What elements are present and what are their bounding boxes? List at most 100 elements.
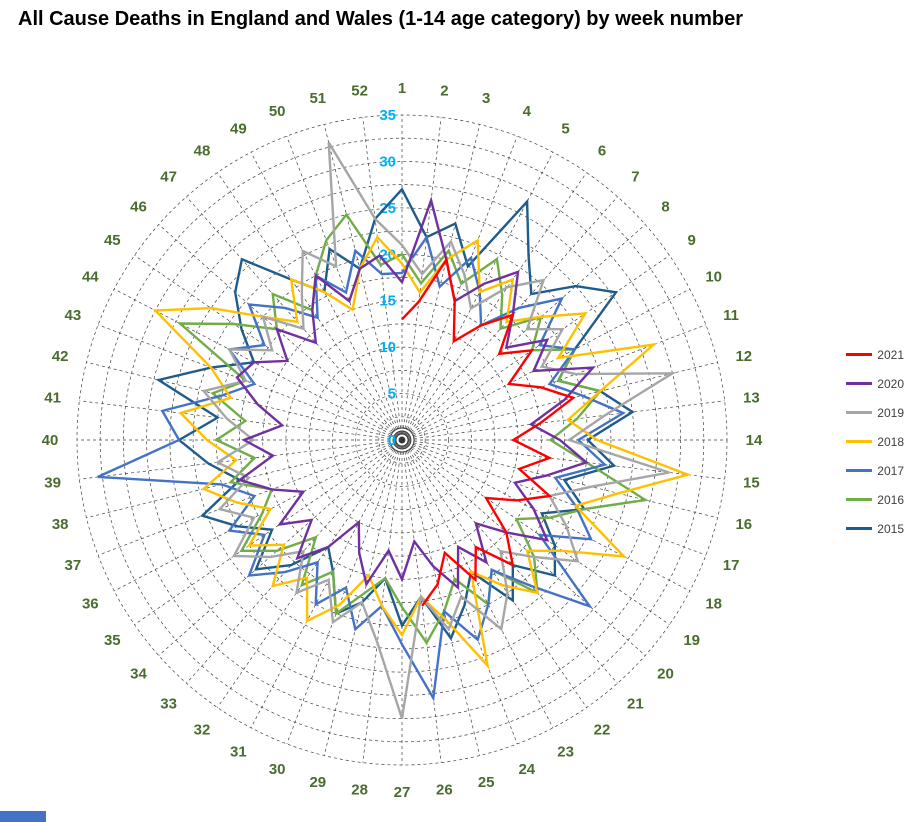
week-label: 8 <box>661 199 669 216</box>
legend-item-2020[interactable]: 2020 <box>846 369 904 398</box>
grid-spoke <box>401 255 670 441</box>
week-label: 9 <box>688 232 696 249</box>
legend-item-2015[interactable]: 2015 <box>846 514 904 543</box>
week-label: 47 <box>160 169 177 186</box>
axis-tick-label: 0 <box>388 432 396 449</box>
center-dot <box>400 438 404 442</box>
week-label: 25 <box>478 774 495 791</box>
axis-tick-label: 25 <box>379 200 396 217</box>
legend-swatch <box>846 440 873 443</box>
chart-area[interactable]: 1 2 3 4 5 6 7 8 9 10 11 12 13 14 15 16 17 18 19 20 21 22 23 24 2… <box>0 52 910 822</box>
grid-spoke <box>134 255 403 441</box>
axis-tick-label: 30 <box>379 153 396 170</box>
week-label: 28 <box>351 781 368 798</box>
bottom-left-accent <box>0 811 46 822</box>
radar-chart-svg[interactable]: 1 2 34567891011121314151617181920212223242… <box>0 52 910 822</box>
series-2021[interactable] <box>401 256 576 607</box>
legend-swatch <box>846 469 873 472</box>
grid-spoke <box>401 196 618 441</box>
series-2015[interactable] <box>155 187 635 641</box>
week-label: 20 <box>657 665 674 682</box>
week-label: 43 <box>65 307 82 324</box>
grid-spoke <box>114 439 403 592</box>
grid-spoke <box>401 439 646 656</box>
grid-spoke <box>401 439 481 756</box>
week-label: 50 <box>269 103 286 120</box>
axis-tick-label: 15 <box>379 293 396 310</box>
grid-ring <box>355 393 449 487</box>
week-label: 16 <box>735 516 752 533</box>
legend-item-2017[interactable]: 2017 <box>846 456 904 485</box>
week-label: 29 <box>309 774 326 791</box>
grid-spoke <box>79 439 403 480</box>
week-label: 19 <box>683 632 700 649</box>
grid-spoke <box>401 439 670 625</box>
chart-title: All Cause Deaths in England and Wales (1… <box>18 8 744 30</box>
week-label: 38 <box>52 516 69 533</box>
week-label: 7 <box>631 169 639 186</box>
grid-spoke <box>401 439 707 556</box>
legend-item-2018[interactable]: 2018 <box>846 427 904 456</box>
center-ring <box>398 436 406 444</box>
series-2017[interactable] <box>97 234 626 702</box>
legend-item-2016[interactable]: 2016 <box>846 485 904 514</box>
grid-spoke <box>401 135 518 441</box>
week-label: 42 <box>52 348 69 365</box>
grid-spoke <box>401 400 725 441</box>
week-label: 18 <box>705 596 722 613</box>
week-label: 48 <box>194 142 211 159</box>
grid-spoke <box>401 439 690 592</box>
legend-label: 2018 <box>877 434 904 449</box>
grid-spoke <box>362 117 403 441</box>
week-label: 12 <box>735 348 752 365</box>
week-label: 45 <box>104 232 121 249</box>
week-label: 35 <box>104 632 121 649</box>
grid-spoke <box>86 439 403 519</box>
series-2019[interactable] <box>201 141 677 719</box>
legend-label: 2020 <box>877 376 904 391</box>
week-label: 24 <box>518 761 535 778</box>
series-2020[interactable] <box>235 196 596 591</box>
axis-tick-label: 5 <box>388 386 396 403</box>
grid-spoke <box>217 172 403 441</box>
grid-spoke <box>158 224 403 441</box>
week-label: 5 <box>561 120 569 137</box>
legend-item-2019[interactable]: 2019 <box>846 398 904 427</box>
grid-spoke <box>217 439 403 708</box>
week-label: 11 <box>723 307 739 324</box>
legend-item-2021[interactable]: 2021 <box>846 340 904 369</box>
week-label: 13 <box>743 390 760 407</box>
grid-ring <box>378 416 426 464</box>
grid-spoke <box>158 439 403 656</box>
center-ring <box>392 430 412 450</box>
center-ring <box>395 433 409 447</box>
grid-spoke <box>401 224 646 441</box>
grid-spoke <box>401 288 690 441</box>
grid-spoke <box>97 324 403 441</box>
week-label: 14 <box>746 432 763 449</box>
legend-label: 2017 <box>877 463 904 478</box>
week-label: 34 <box>130 665 147 682</box>
legend-swatch <box>846 353 873 356</box>
grid-spoke <box>323 439 403 756</box>
legend-swatch <box>846 498 873 501</box>
grid-ring <box>169 207 635 673</box>
week-label: 15 <box>743 474 760 491</box>
week-label: 52 <box>351 83 368 100</box>
grid-spoke <box>401 361 718 441</box>
week-label: 4 <box>523 103 532 120</box>
series-2018[interactable] <box>152 235 692 670</box>
grid-spoke <box>401 324 707 441</box>
grid-spoke <box>401 124 481 441</box>
grid-spoke <box>401 439 618 684</box>
axis-tick-label: 10 <box>379 339 396 356</box>
grid-spoke <box>401 439 442 763</box>
week-label: 32 <box>194 722 211 739</box>
grid-spoke <box>401 439 554 728</box>
grid-spoke <box>401 172 587 441</box>
week-label: 26 <box>436 781 453 798</box>
series-2016[interactable] <box>176 212 649 646</box>
grid-ring <box>332 370 472 510</box>
grid-spoke <box>134 439 403 625</box>
